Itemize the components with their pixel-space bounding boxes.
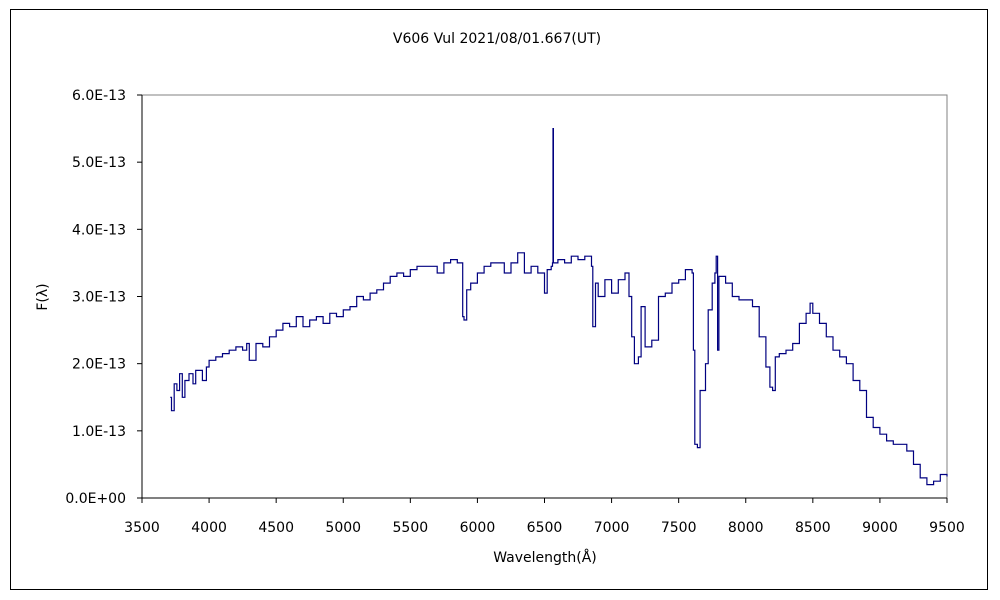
y-tick-label: 2.0E-13 [72, 357, 126, 373]
x-tick-label: 4000 [191, 520, 227, 536]
x-tick-label: 7500 [661, 520, 697, 536]
x-tick-label: 4500 [258, 520, 294, 536]
y-tick-label: 0.0E+00 [65, 491, 126, 507]
x-tick-label: 8000 [728, 520, 764, 536]
spectrum-line [170, 128, 948, 486]
x-tick-label: 5500 [393, 520, 429, 536]
x-tick-label: 6000 [460, 520, 496, 536]
y-tick-label: 3.0E-13 [72, 290, 126, 306]
chart-title: V606 Vul 2021/08/01.667(UT) [393, 31, 601, 47]
y-tick-label: 5.0E-13 [72, 155, 126, 171]
x-axis-label: Wavelength(Å) [493, 549, 597, 566]
x-tick-label: 7000 [594, 520, 630, 536]
y-axis-label: F(λ) [35, 283, 51, 310]
y-tick-label: 1.0E-13 [72, 424, 126, 440]
plot-area [141, 94, 948, 499]
x-tick-label: 8500 [795, 520, 831, 536]
x-tick-label: 6500 [527, 520, 563, 536]
x-tick-label: 5000 [325, 520, 361, 536]
x-tick-label: 9000 [862, 520, 898, 536]
y-tick-label: 6.0E-13 [72, 88, 126, 104]
x-tick-label: 9500 [929, 520, 965, 536]
y-tick-label: 4.0E-13 [72, 222, 126, 238]
chart-frame [10, 9, 988, 590]
x-tick-label: 3500 [124, 520, 160, 536]
